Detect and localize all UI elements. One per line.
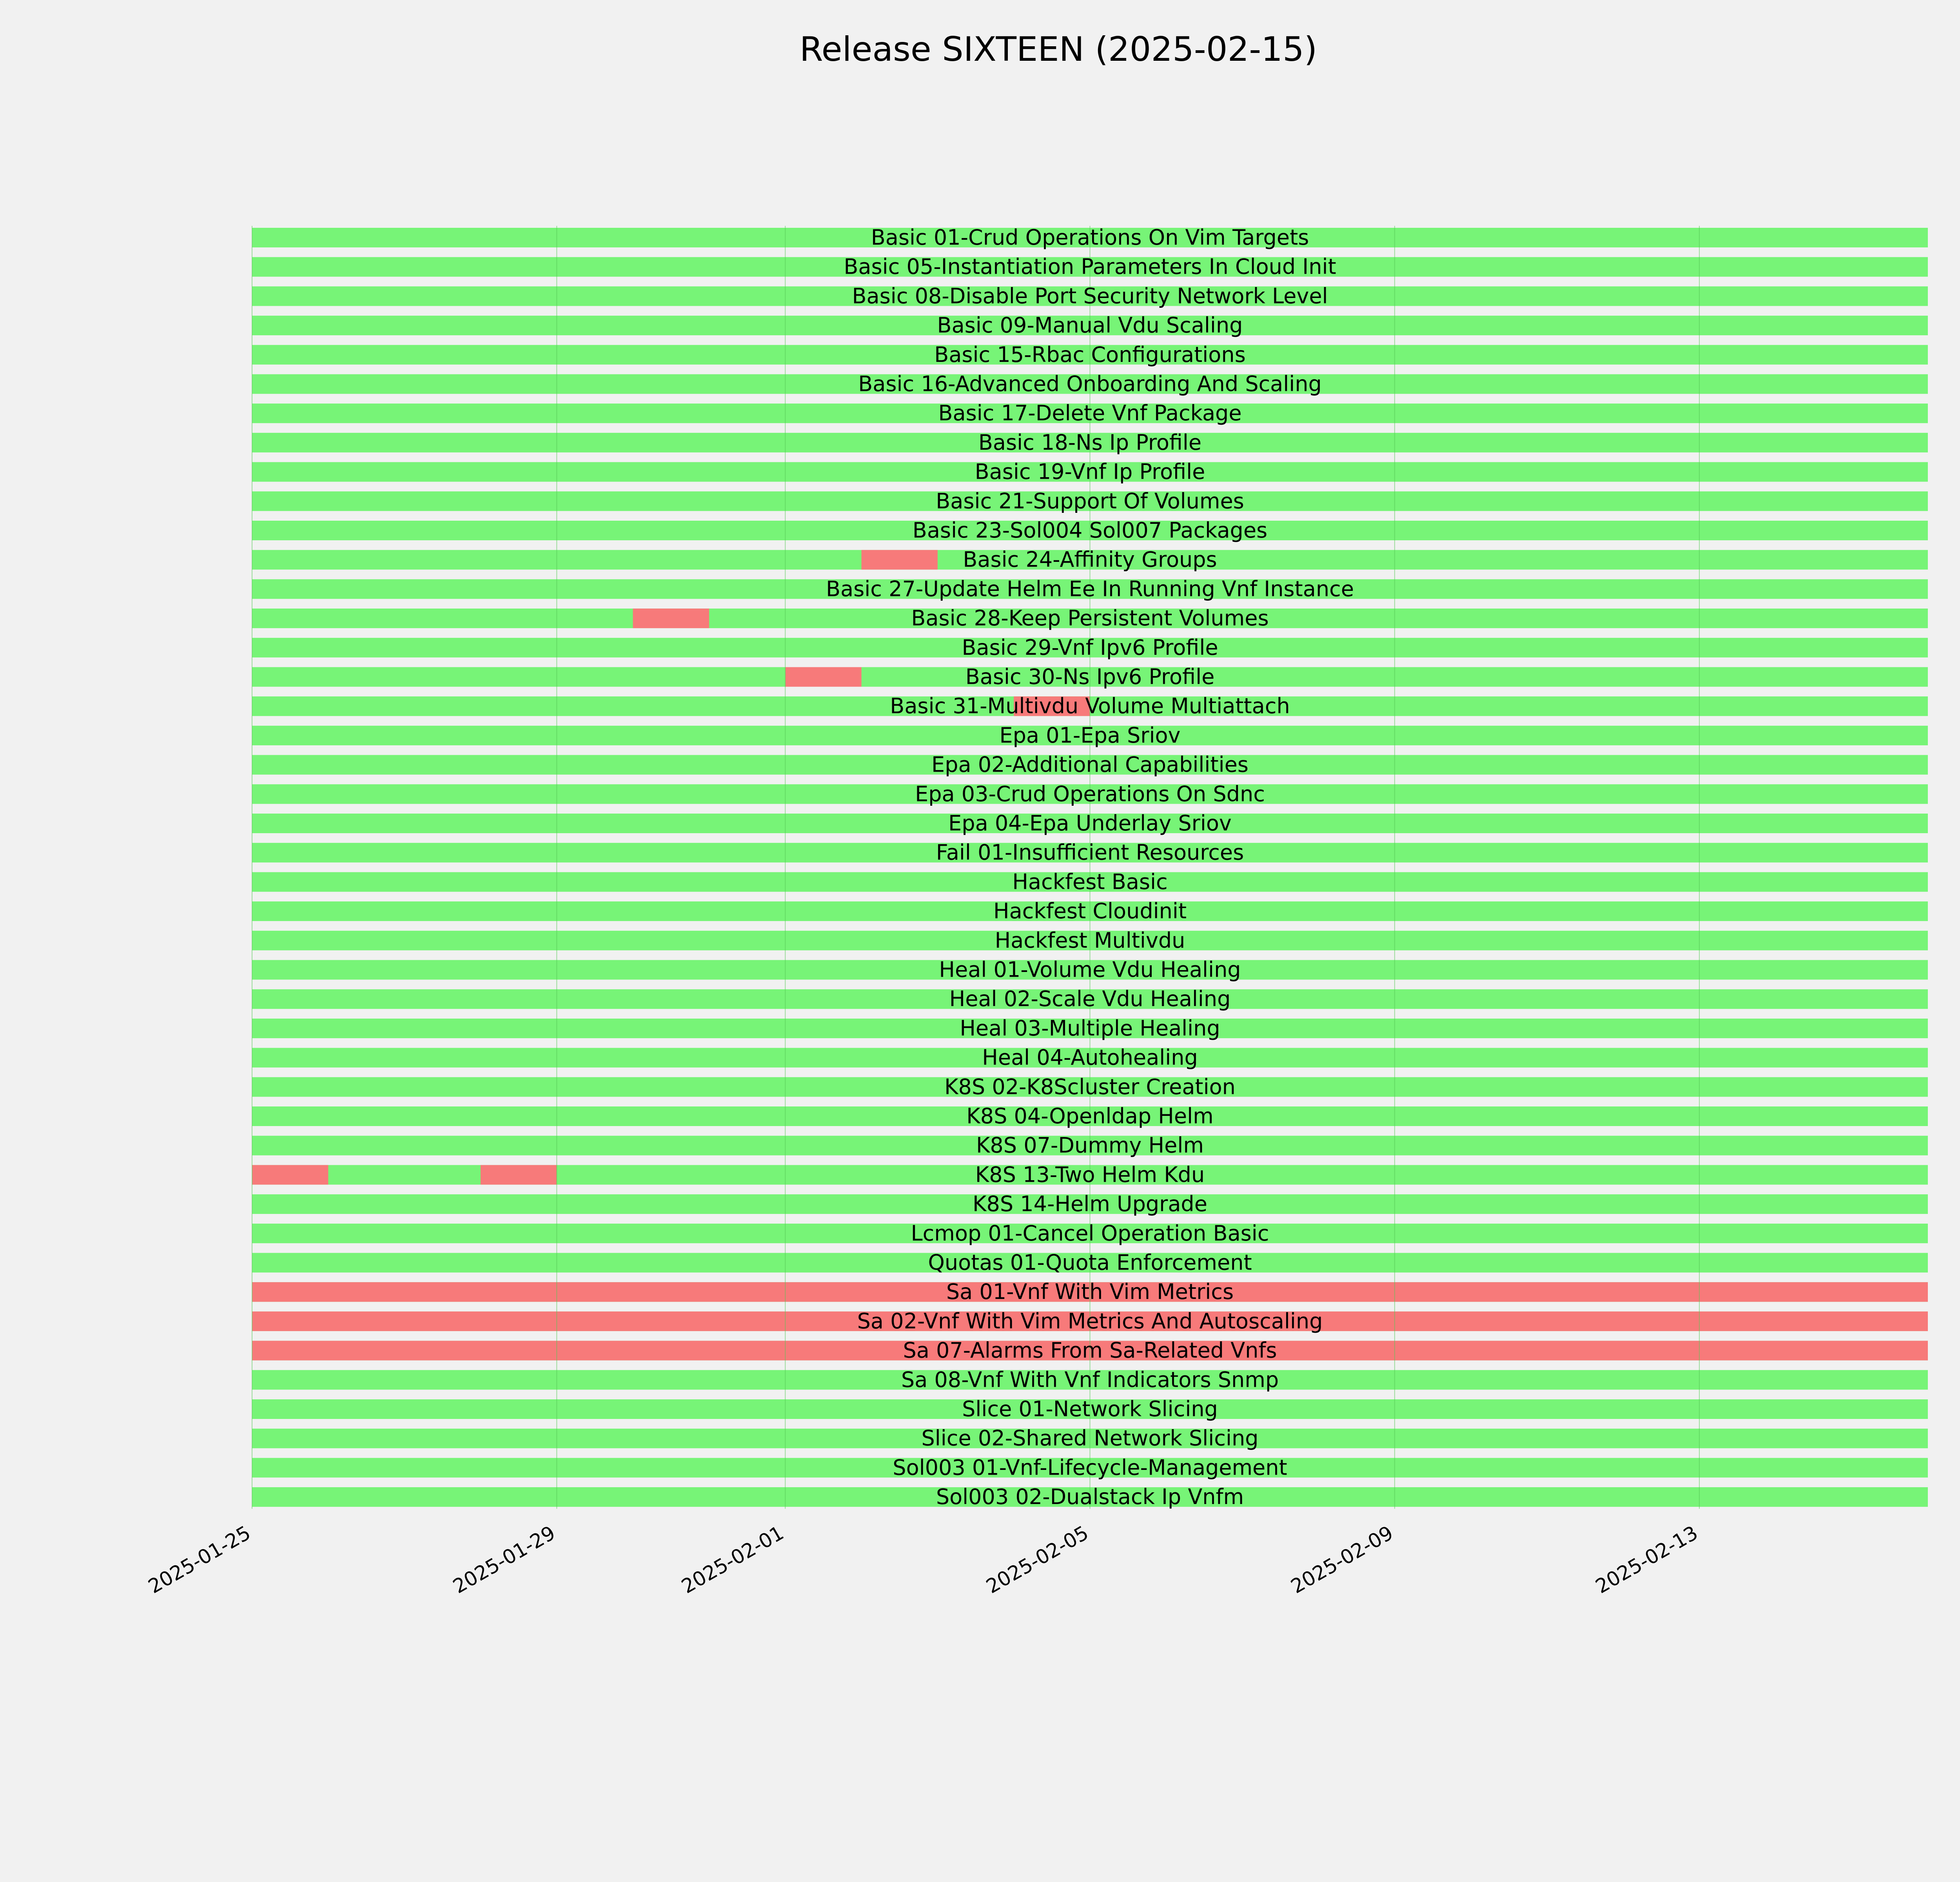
x-tick-label-2025-01-25: 2025-01-25: [144, 1521, 254, 1598]
lane-label-epa-03-crud-operations-on-sdnc: Epa 03-Crud Operations On Sdnc: [915, 781, 1265, 806]
fail-bar-basic-24-affinity-groups-1: [861, 550, 938, 570]
fail-bar-k8s-13-two-helm-kdu-1: [252, 1165, 328, 1185]
lane-label-sol003-02-dualstack-ip-vnfm: Sol003 02-Dualstack Ip Vnfm: [936, 1484, 1244, 1509]
x-tick-label-2025-02-09: 2025-02-09: [1287, 1521, 1397, 1598]
lane-label-basic-31-multivdu-volume-multiattach: Basic 31-Multivdu Volume Multiattach: [890, 694, 1290, 718]
lane-labels: Basic 01-Crud Operations On Vim Targets B…: [826, 225, 1354, 1509]
lane-label-epa-01-epa-sriov: Epa 01-Epa Sriov: [1000, 723, 1181, 748]
x-tick-label-2025-02-05: 2025-02-05: [982, 1521, 1093, 1598]
fail-bar-basic-31-multivdu-volume-multiattach-1: [1014, 696, 1090, 716]
fail-bar-k8s-13-two-helm-kdu-2: [480, 1165, 557, 1185]
chart-title: Release SIXTEEN (2025-02-15): [800, 30, 1318, 69]
lane-label-sol003-01-vnf-lifecycle-management: Sol003 01-Vnf-Lifecycle-Management: [893, 1455, 1287, 1480]
lane-label-hackfest-cloudinit: Hackfest Cloudinit: [993, 899, 1187, 923]
lane-label-sa-02-vnf-with-vim-metrics-and-autoscaling: Sa 02-Vnf With Vim Metrics And Autoscali…: [857, 1309, 1323, 1333]
lane-label-basic-24-affinity-groups: Basic 24-Affinity Groups: [963, 547, 1217, 572]
x-tick-label-2025-02-13: 2025-02-13: [1592, 1521, 1702, 1598]
lane-label-heal-02-scale-vdu-healing: Heal 02-Scale Vdu Healing: [949, 986, 1231, 1011]
grid-lines: [252, 226, 1700, 1509]
lane-label-hackfest-basic: Hackfest Basic: [1012, 869, 1167, 894]
lane-label-k8s-02-k8scluster-creation: K8S 02-K8Scluster Creation: [944, 1074, 1236, 1099]
lane-label-slice-02-shared-network-slicing: Slice 02-Shared Network Slicing: [922, 1426, 1259, 1451]
lane-label-k8s-13-two-helm-kdu: K8S 13-Two Helm Kdu: [975, 1162, 1205, 1187]
lane-label-k8s-07-dummy-helm: K8S 07-Dummy Helm: [976, 1133, 1204, 1158]
lane-label-basic-29-vnf-ipv6-profile: Basic 29-Vnf Ipv6 Profile: [962, 635, 1218, 660]
x-axis-ticks: 2025-01-25 2025-01-29 2025-02-01 2025-02-05…: [144, 1521, 1702, 1598]
lane-label-basic-01-crud-operations-on-vim-targets: Basic 01-Crud Operations On Vim Targets: [871, 225, 1309, 250]
lane-label-epa-04-epa-underlay-sriov: Epa 04-Epa Underlay Sriov: [948, 811, 1232, 836]
lane-label-basic-27-update-helm-ee-in-running-vnf-instance: Basic 27-Update Helm Ee In Running Vnf I…: [826, 576, 1354, 601]
lane-label-basic-16-advanced-onboarding-and-scaling: Basic 16-Advanced Onboarding And Scaling: [858, 372, 1322, 396]
lane-label-k8s-14-helm-upgrade: K8S 14-Helm Upgrade: [973, 1192, 1207, 1216]
lane-label-k8s-04-openldap-helm: K8S 04-Openldap Helm: [966, 1104, 1213, 1128]
lane-label-basic-09-manual-vdu-scaling: Basic 09-Manual Vdu Scaling: [937, 313, 1243, 338]
lane-label-sa-08-vnf-with-vnf-indicators-snmp: Sa 08-Vnf With Vnf Indicators Snmp: [901, 1367, 1279, 1392]
lane-label-slice-01-network-slicing: Slice 01-Network Slicing: [962, 1397, 1218, 1421]
lane-label-basic-17-delete-vnf-package: Basic 17-Delete Vnf Package: [938, 401, 1241, 425]
lane-label-basic-19-vnf-ip-profile: Basic 19-Vnf Ip Profile: [975, 460, 1205, 484]
lane-label-basic-15-rbac-configurations: Basic 15-Rbac Configurations: [934, 342, 1245, 367]
lane-label-heal-01-volume-vdu-healing: Heal 01-Volume Vdu Healing: [939, 957, 1241, 982]
lane-label-basic-21-support-of-volumes: Basic 21-Support Of Volumes: [936, 489, 1244, 513]
lane-label-hackfest-multivdu: Hackfest Multivdu: [995, 928, 1185, 953]
x-tick-label-2025-02-01: 2025-02-01: [678, 1521, 788, 1598]
lane-label-lcmop-01-cancel-operation-basic: Lcmop 01-Cancel Operation Basic: [911, 1221, 1269, 1246]
lane-label-basic-23-sol004-sol007-packages: Basic 23-Sol004 Sol007 Packages: [913, 518, 1267, 543]
lane-label-quotas-01-quota-enforcement: Quotas 01-Quota Enforcement: [928, 1250, 1252, 1275]
lane-label-fail-01-insufficient-resources: Fail 01-Insufficient Resources: [936, 840, 1244, 865]
lane-label-basic-28-keep-persistent-volumes: Basic 28-Keep Persistent Volumes: [911, 606, 1269, 630]
lane-label-basic-18-ns-ip-profile: Basic 18-Ns Ip Profile: [978, 430, 1201, 455]
lane-label-basic-05-instantiation-parameters-in-cloud-init: Basic 05-Instantiation Parameters In Clo…: [844, 254, 1336, 279]
lane-label-epa-02-additional-capabilities: Epa 02-Additional Capabilities: [931, 752, 1249, 777]
lane-label-basic-08-disable-port-security-network-level: Basic 08-Disable Port Security Network L…: [852, 283, 1328, 308]
lane-label-heal-04-autohealing: Heal 04-Autohealing: [982, 1045, 1198, 1070]
fail-bar-basic-28-keep-persistent-volumes-1: [633, 609, 709, 629]
lane-label-sa-07-alarms-from-sa-related-vnfs: Sa 07-Alarms From Sa-Related Vnfs: [903, 1338, 1277, 1363]
fail-bar-basic-30-ns-ipv6-profile-1: [785, 667, 862, 687]
lane-label-sa-01-vnf-with-vim-metrics: Sa 01-Vnf With Vim Metrics: [946, 1279, 1234, 1304]
lane-label-heal-03-multiple-healing: Heal 03-Multiple Healing: [960, 1016, 1220, 1041]
x-tick-label-2025-01-29: 2025-01-29: [449, 1521, 559, 1598]
lane-label-basic-30-ns-ipv6-profile: Basic 30-Ns Ipv6 Profile: [965, 665, 1215, 689]
